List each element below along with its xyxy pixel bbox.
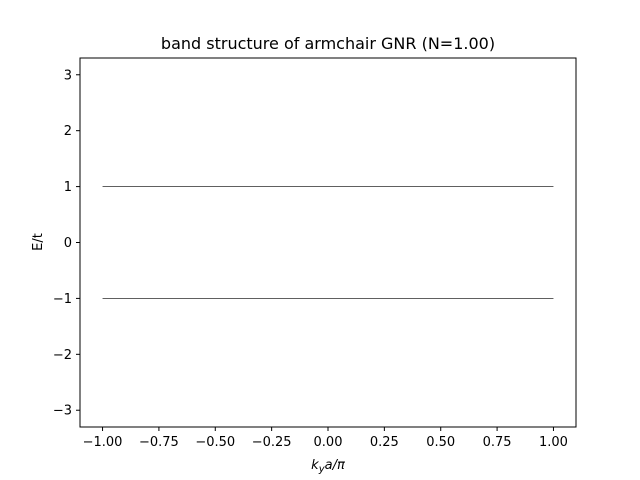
x-tick-label: 0.00 (314, 435, 343, 450)
series-layer (102, 186, 554, 299)
y-axis-label: E/t (31, 233, 46, 251)
x-tick-label: 0.75 (483, 435, 512, 450)
x-tick-label: −0.50 (195, 435, 235, 450)
x-axis-label: kya/π (311, 458, 345, 475)
x-tick-label: −0.75 (139, 435, 179, 450)
y-tick-label: 2 (64, 124, 72, 139)
x-tick-label: −1.00 (83, 435, 123, 450)
x-tick-label: −0.25 (252, 435, 292, 450)
x-tick-label: 0.25 (370, 435, 399, 450)
y-tick-label: −3 (53, 404, 72, 419)
y-tick-label: 0 (64, 236, 72, 251)
y-tick-label: 3 (64, 68, 72, 83)
y-tick-label: 1 (64, 180, 72, 195)
y-tick-label: −2 (53, 348, 72, 363)
x-tick-label: 0.50 (426, 435, 455, 450)
x-tick-label: 1.00 (539, 435, 568, 450)
chart-title: band structure of armchair GNR (N=1.00) (161, 34, 495, 53)
y-axis-ticks: −3 −2 −1 0 1 2 3 (53, 68, 80, 419)
y-tick-label: −1 (53, 292, 72, 307)
x-axis-ticks: −1.00 −0.75 −0.50 −0.25 0.00 0.25 0.50 0.75 1.00 (83, 427, 568, 450)
